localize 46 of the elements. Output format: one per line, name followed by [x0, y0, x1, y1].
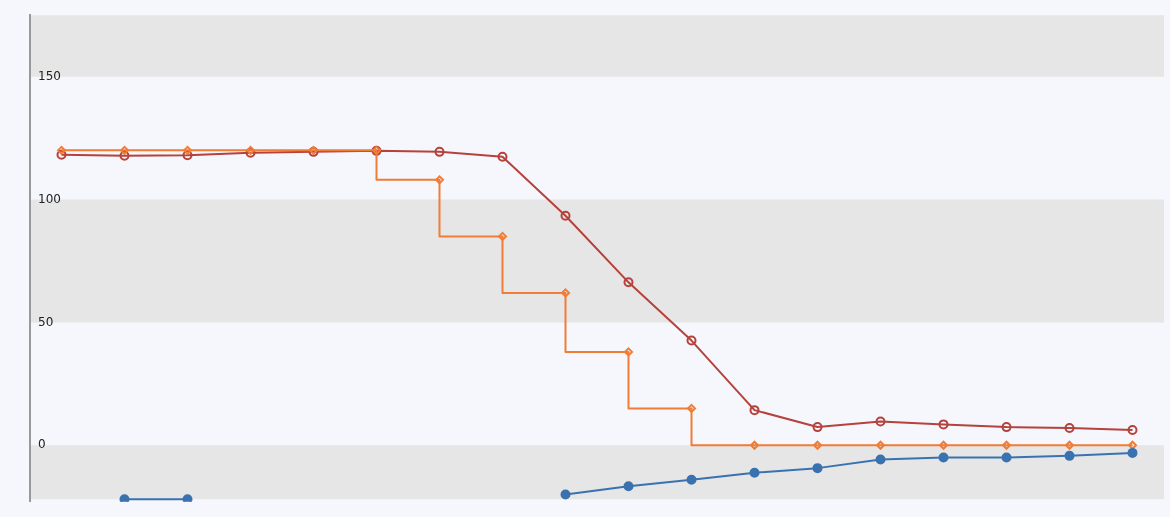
- point: [182, 150, 193, 161]
- point: [498, 231, 507, 241]
- point: [812, 463, 823, 474]
- point: [686, 474, 697, 485]
- point: [749, 405, 760, 416]
- y-tick-label: 0: [38, 437, 46, 452]
- point: [813, 440, 822, 450]
- y-tick-label: 100: [38, 191, 61, 206]
- point: [939, 440, 948, 450]
- point: [750, 440, 759, 450]
- point: [749, 467, 760, 478]
- point: [1065, 440, 1074, 450]
- point: [435, 175, 444, 185]
- point: [623, 277, 634, 288]
- point: [875, 416, 886, 427]
- point: [938, 419, 949, 430]
- point: [183, 145, 192, 155]
- point: [1127, 447, 1138, 458]
- point: [182, 494, 193, 502]
- point: [119, 494, 130, 502]
- point: [1001, 422, 1012, 433]
- point: [875, 454, 886, 465]
- point: [560, 489, 571, 500]
- point: [497, 151, 508, 162]
- point: [938, 452, 949, 463]
- point: [1002, 440, 1011, 450]
- y-tick-label: 50: [38, 314, 54, 329]
- point: [1064, 423, 1075, 434]
- point: [1127, 425, 1138, 436]
- point: [1128, 440, 1137, 450]
- point: [687, 403, 696, 413]
- point: [876, 440, 885, 450]
- point: [624, 347, 633, 357]
- point: [560, 210, 571, 221]
- y-tick-label: 150: [38, 68, 61, 83]
- point: [812, 422, 823, 433]
- point: [119, 150, 130, 161]
- point: [120, 145, 129, 155]
- point: [1064, 450, 1075, 461]
- point: [56, 149, 67, 160]
- point: [686, 335, 697, 346]
- point: [434, 146, 445, 157]
- point: [1001, 452, 1012, 463]
- point: [561, 288, 570, 298]
- point: [57, 145, 66, 155]
- point: [623, 481, 634, 492]
